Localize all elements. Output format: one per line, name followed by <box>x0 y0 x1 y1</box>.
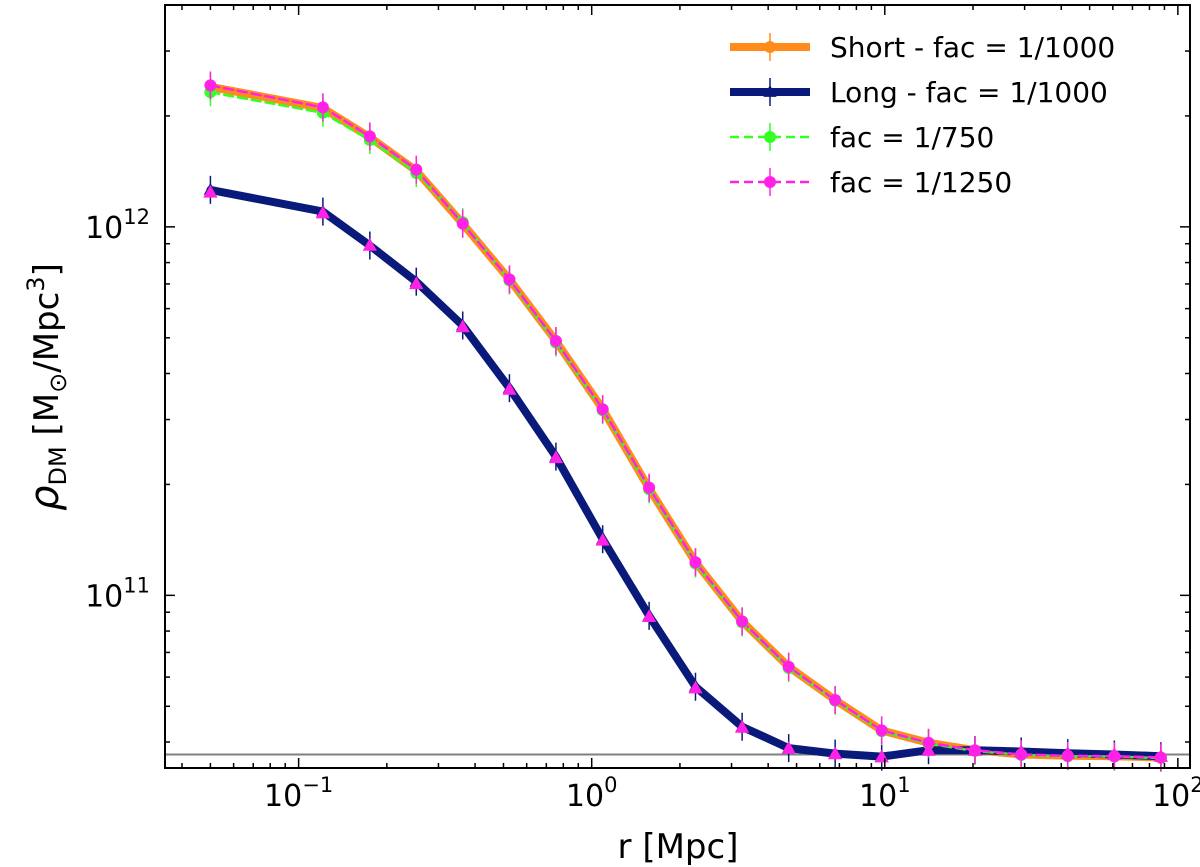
overlay-triangle-marker <box>1060 746 1075 759</box>
overlay-triangle-marker <box>409 276 424 290</box>
overlay-triangle-marker <box>455 319 470 333</box>
legend-label-4: fac = 1/1250 <box>830 166 1012 199</box>
series-4-marker <box>829 694 842 707</box>
overlay-triangle-marker <box>203 184 218 198</box>
plot-frame <box>164 4 1191 769</box>
x-axis-label: r [Mpc] <box>618 827 739 867</box>
y-tick-label: 1011 <box>85 573 150 614</box>
x-tick-label: 10−1 <box>264 773 333 814</box>
overlay-triangle-marker <box>502 381 517 395</box>
legend-marker-3 <box>764 131 776 143</box>
legend-marker-4 <box>764 176 776 188</box>
y-label-unit-mid: /Mpc <box>27 292 67 373</box>
overlay-triangle-marker <box>641 609 657 622</box>
series-4-marker <box>456 217 469 230</box>
series-4-marker <box>316 101 329 114</box>
series-4-marker <box>643 481 656 494</box>
overlay-triangle-marker <box>967 743 983 756</box>
series-4-marker <box>782 660 795 673</box>
y-label-sun: ⊙ <box>44 373 72 393</box>
legend-marker-2 <box>763 85 777 97</box>
y-label-unit-close: ] <box>27 263 67 276</box>
series-4-marker <box>689 556 702 569</box>
overlay-triangle-marker <box>548 450 564 464</box>
y-label-superscript: 3 <box>22 276 50 291</box>
y-label-subscript: DM <box>44 446 72 485</box>
series-4-marker <box>875 724 888 737</box>
series-4-marker <box>503 273 516 286</box>
series-4-marker <box>410 163 423 176</box>
series-4-marker <box>363 130 376 143</box>
x-tick-label: 101 <box>859 773 911 814</box>
series-line-1 <box>206 82 1165 762</box>
series-line-2 <box>206 185 1165 761</box>
legend-label-2: Long - fac = 1/1000 <box>830 76 1108 109</box>
overlay-triangle-marker <box>1014 744 1029 758</box>
y-axis-label: ρDM [M⊙/Mpc3] <box>22 263 72 511</box>
overlay-triangle-marker <box>921 743 936 756</box>
series-4-marker <box>736 615 749 628</box>
overlay-triangle-marker <box>1153 749 1168 762</box>
overlay-triangle-marker <box>734 719 750 733</box>
y-tick-label: 1012 <box>85 205 150 246</box>
y-label-unit-open: [M <box>27 393 67 446</box>
series-4-marker <box>596 403 609 416</box>
legend-label-1: Short - fac = 1/1000 <box>830 31 1115 64</box>
legend-label-3: fac = 1/750 <box>830 121 994 154</box>
legend: Short - fac = 1/1000 Long - fac = 1/1000 f… <box>730 31 1115 199</box>
overlay-triangle-marker <box>688 680 703 694</box>
series-4-marker <box>204 79 217 92</box>
overlay-triangle-marker <box>828 746 843 760</box>
overlay-triangle-marker <box>362 238 377 251</box>
y-label-symbol: ρ <box>22 485 68 510</box>
x-tick-label: 102 <box>1152 773 1200 814</box>
overlay-triangle-marker <box>315 205 331 219</box>
overlay-triangle-marker <box>595 532 610 546</box>
series-line-3 <box>209 90 1163 760</box>
series-layer <box>206 82 1165 762</box>
overlay-triangle-marker <box>781 741 796 754</box>
x-tick-label: 100 <box>566 773 618 814</box>
overlay-triangle-marker <box>1107 747 1122 761</box>
tick-layer: 10−1 100 101 102 1011 1012 <box>85 4 1200 814</box>
series-4-marker <box>922 736 935 749</box>
series-4-marker <box>549 335 562 348</box>
marker-layer <box>203 71 1168 772</box>
series-line-4 <box>209 84 1163 759</box>
legend-marker-1 <box>764 41 776 53</box>
